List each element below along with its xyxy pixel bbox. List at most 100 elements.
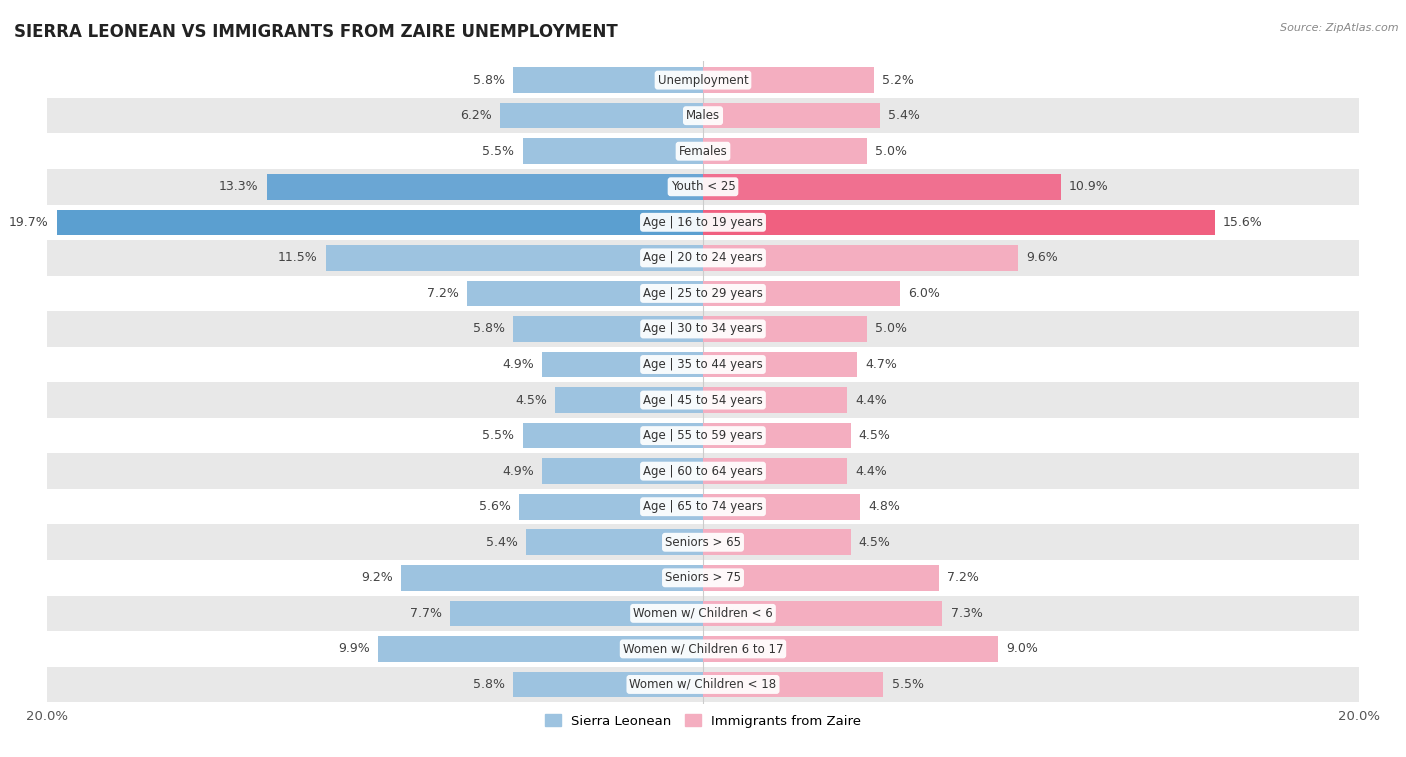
Bar <box>46 62 1360 98</box>
Bar <box>46 98 1360 133</box>
Bar <box>46 169 1360 204</box>
Text: 13.3%: 13.3% <box>219 180 259 193</box>
Bar <box>703 636 998 662</box>
Bar <box>46 311 1360 347</box>
Text: 15.6%: 15.6% <box>1223 216 1263 229</box>
Bar <box>46 525 1360 560</box>
Text: Source: ZipAtlas.com: Source: ZipAtlas.com <box>1281 23 1399 33</box>
Text: Age | 45 to 54 years: Age | 45 to 54 years <box>643 394 763 407</box>
Bar <box>543 458 703 484</box>
Text: Women w/ Children < 6: Women w/ Children < 6 <box>633 607 773 620</box>
Text: 7.2%: 7.2% <box>948 572 980 584</box>
Bar <box>46 453 1360 489</box>
Text: 5.4%: 5.4% <box>485 536 517 549</box>
Text: Unemployment: Unemployment <box>658 73 748 86</box>
Bar <box>513 67 703 93</box>
Bar <box>703 316 868 341</box>
Bar <box>703 352 858 377</box>
Text: Age | 30 to 34 years: Age | 30 to 34 years <box>643 322 763 335</box>
Text: 5.5%: 5.5% <box>891 678 924 691</box>
Text: 19.7%: 19.7% <box>8 216 49 229</box>
Bar <box>378 636 703 662</box>
Bar <box>326 245 703 271</box>
Text: 10.9%: 10.9% <box>1069 180 1108 193</box>
Bar <box>513 671 703 697</box>
Bar <box>555 388 703 413</box>
Bar <box>543 352 703 377</box>
Text: Age | 35 to 44 years: Age | 35 to 44 years <box>643 358 763 371</box>
Bar <box>703 245 1018 271</box>
Text: 7.7%: 7.7% <box>411 607 441 620</box>
Bar <box>703 458 848 484</box>
Bar <box>46 667 1360 702</box>
Bar <box>46 418 1360 453</box>
Legend: Sierra Leonean, Immigrants from Zaire: Sierra Leonean, Immigrants from Zaire <box>540 709 866 733</box>
Text: 4.5%: 4.5% <box>859 429 891 442</box>
Bar <box>703 388 848 413</box>
Text: Youth < 25: Youth < 25 <box>671 180 735 193</box>
Text: 7.3%: 7.3% <box>950 607 983 620</box>
Text: 5.8%: 5.8% <box>472 322 505 335</box>
Text: Women w/ Children 6 to 17: Women w/ Children 6 to 17 <box>623 643 783 656</box>
Text: Age | 60 to 64 years: Age | 60 to 64 years <box>643 465 763 478</box>
Text: 5.8%: 5.8% <box>472 73 505 86</box>
Text: 5.4%: 5.4% <box>889 109 921 122</box>
Text: Women w/ Children < 18: Women w/ Children < 18 <box>630 678 776 691</box>
Text: 9.9%: 9.9% <box>339 643 370 656</box>
Bar <box>703 423 851 448</box>
Bar <box>267 174 703 200</box>
Bar <box>703 210 1215 235</box>
Text: SIERRA LEONEAN VS IMMIGRANTS FROM ZAIRE UNEMPLOYMENT: SIERRA LEONEAN VS IMMIGRANTS FROM ZAIRE … <box>14 23 617 41</box>
Text: 5.0%: 5.0% <box>875 322 907 335</box>
Bar <box>56 210 703 235</box>
Bar <box>46 347 1360 382</box>
Bar <box>450 600 703 626</box>
Text: 4.4%: 4.4% <box>855 394 887 407</box>
Text: Females: Females <box>679 145 727 157</box>
Text: Seniors > 65: Seniors > 65 <box>665 536 741 549</box>
Text: 5.5%: 5.5% <box>482 429 515 442</box>
Text: 4.9%: 4.9% <box>502 465 534 478</box>
Text: Seniors > 75: Seniors > 75 <box>665 572 741 584</box>
Text: 9.0%: 9.0% <box>1007 643 1039 656</box>
Text: 4.8%: 4.8% <box>869 500 901 513</box>
Bar <box>703 494 860 519</box>
Bar <box>523 423 703 448</box>
Bar <box>703 139 868 164</box>
Bar <box>703 281 900 307</box>
Bar <box>46 560 1360 596</box>
Bar <box>703 565 939 590</box>
Bar <box>499 103 703 129</box>
Text: 11.5%: 11.5% <box>278 251 318 264</box>
Bar <box>401 565 703 590</box>
Text: 7.2%: 7.2% <box>426 287 458 300</box>
Bar <box>513 316 703 341</box>
Text: Age | 55 to 59 years: Age | 55 to 59 years <box>643 429 763 442</box>
Bar <box>46 489 1360 525</box>
Bar <box>703 671 883 697</box>
Text: 4.4%: 4.4% <box>855 465 887 478</box>
Bar <box>703 529 851 555</box>
Bar <box>703 103 880 129</box>
Text: 4.5%: 4.5% <box>859 536 891 549</box>
Text: 4.7%: 4.7% <box>866 358 897 371</box>
Text: 5.6%: 5.6% <box>479 500 512 513</box>
Bar <box>526 529 703 555</box>
Text: Males: Males <box>686 109 720 122</box>
Text: 6.0%: 6.0% <box>908 287 941 300</box>
Text: Age | 16 to 19 years: Age | 16 to 19 years <box>643 216 763 229</box>
Bar <box>46 240 1360 276</box>
Text: 4.5%: 4.5% <box>515 394 547 407</box>
Bar <box>46 204 1360 240</box>
Text: Age | 25 to 29 years: Age | 25 to 29 years <box>643 287 763 300</box>
Bar <box>46 596 1360 631</box>
Text: 5.0%: 5.0% <box>875 145 907 157</box>
Text: 9.2%: 9.2% <box>361 572 394 584</box>
Bar <box>703 67 873 93</box>
Text: 5.8%: 5.8% <box>472 678 505 691</box>
Bar <box>703 174 1060 200</box>
Bar <box>467 281 703 307</box>
Text: 5.5%: 5.5% <box>482 145 515 157</box>
Bar <box>46 631 1360 667</box>
Text: 6.2%: 6.2% <box>460 109 492 122</box>
